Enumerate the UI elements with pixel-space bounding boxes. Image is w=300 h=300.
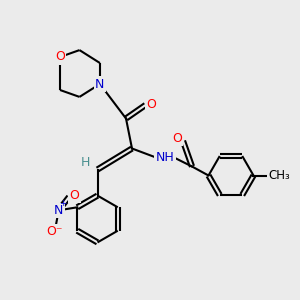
Text: O⁻: O⁻ — [46, 225, 62, 238]
Text: H: H — [81, 156, 90, 170]
Text: N: N — [95, 77, 105, 91]
Text: N: N — [54, 204, 63, 217]
Text: O: O — [70, 189, 80, 202]
Text: CH₃: CH₃ — [268, 169, 290, 182]
Text: O: O — [146, 98, 156, 112]
Text: O: O — [172, 131, 182, 145]
Text: NH: NH — [156, 151, 174, 164]
Text: O: O — [55, 50, 65, 64]
Text: +: + — [59, 199, 67, 208]
